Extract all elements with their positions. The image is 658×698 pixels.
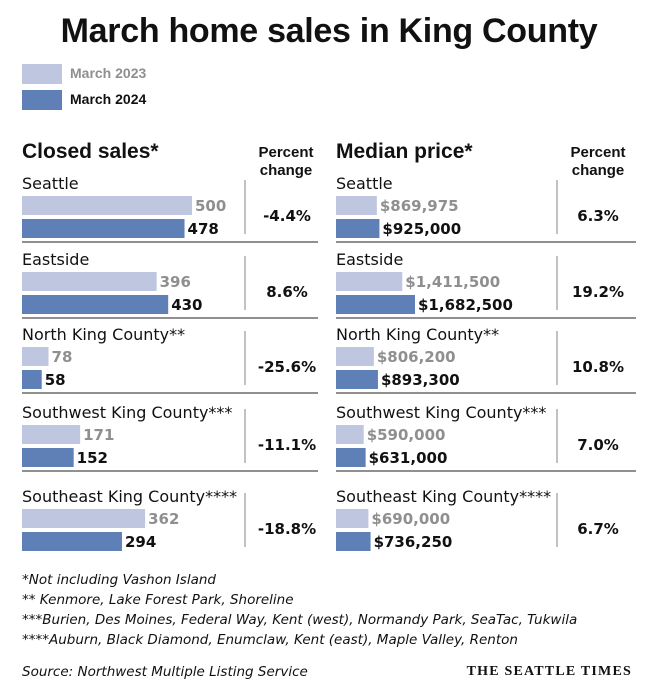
closed-sales-row-0-value-2024: 478 (188, 220, 219, 238)
closed-sales-row-0-bar-2024 (22, 219, 185, 238)
median-price-row-0-bar-2023 (336, 196, 377, 215)
median-price-row-4-bar-2023 (336, 509, 369, 528)
closed-sales-row-2-value-2024: 58 (45, 371, 66, 389)
source-note: Source: Northwest Multiple Listing Servi… (22, 664, 308, 680)
closed-sales-row-3-percent-change: -11.1% (258, 436, 316, 454)
legend-label-2024: March 2024 (70, 91, 147, 107)
closed-sales-percent-header: Percent change (258, 144, 314, 179)
median-price-row-0-value-2024: $925,000 (382, 220, 461, 238)
median-price-row-0-value-2023: $869,975 (380, 197, 459, 215)
closed-sales-row-1-value-2024: 430 (171, 296, 202, 314)
closed-sales-row-3-value-2024: 152 (77, 449, 108, 467)
bar-charts: Seattle 500 478 -4.4% Eastside 396 430 8.6% Nort… (22, 174, 636, 551)
footnote-4: ****Auburn, Black Diamond, Enumclaw, Ken… (22, 632, 518, 648)
closed-sales-row-4-value-2024: 294 (125, 533, 156, 551)
median-price-row-1-region-label: Eastside (336, 250, 403, 269)
closed-sales-row-3-region-label: Southwest King County*** (22, 403, 232, 422)
median-price-row-0-percent-change: 6.3% (577, 207, 619, 225)
closed-sales-row-0-bar-2023 (22, 196, 192, 215)
closed-sales-row-0-percent-change: -4.4% (263, 207, 311, 225)
closed-sales-row-0-value-2023: 500 (195, 197, 226, 215)
median-price-row-4-region-label: Southeast King County**** (336, 487, 551, 506)
closed-sales-row-4-percent-change: -18.8% (258, 520, 316, 538)
median-price-row-2-value-2024: $893,300 (381, 371, 460, 389)
legend-swatch-2024 (22, 90, 62, 110)
publisher-logo: THE SEATTLE TIMES (466, 664, 632, 679)
median-price-row-4-value-2023: $690,000 (371, 510, 450, 528)
legend-swatch-2023 (22, 64, 62, 84)
legend-label-2023: March 2023 (70, 65, 147, 81)
closed-sales-row-4-region-label: Southeast King County**** (22, 487, 237, 506)
median-price-row-3-bar-2023 (336, 425, 364, 444)
closed-sales-row-3-value-2023: 171 (83, 426, 114, 444)
closed-sales-row-2-bar-2024 (22, 370, 42, 389)
footnote-2: ** Kenmore, Lake Forest Park, Shoreline (22, 592, 294, 608)
closed-sales-row-1-bar-2023 (22, 272, 157, 291)
median-price-row-3-bar-2024 (336, 448, 366, 467)
closed-sales-row-1-region-label: Eastside (22, 250, 89, 269)
median-price-row-4-percent-change: 6.7% (577, 520, 619, 538)
closed-sales-row-4-bar-2024 (22, 532, 122, 551)
closed-sales-row-1-percent-change: 8.6% (266, 283, 308, 301)
closed-sales-heading: Closed sales* (22, 140, 159, 163)
median-price-row-3-value-2024: $631,000 (369, 449, 448, 467)
median-price-row-4-value-2024: $736,250 (374, 533, 453, 551)
median-price-row-0-region-label: Seattle (336, 174, 393, 193)
footnote-3: ***Burien, Des Moines, Federal Way, Kent… (22, 612, 578, 628)
chart-title: March home sales in King County (60, 12, 598, 50)
median-price-row-1-value-2024: $1,682,500 (418, 296, 513, 314)
median-price-row-2-bar-2024 (336, 370, 378, 389)
median-price-row-3-region-label: Southwest King County*** (336, 403, 546, 422)
median-price-row-2-region-label: North King County** (336, 325, 499, 344)
median-price-row-2-value-2023: $806,200 (377, 348, 456, 366)
median-price-row-1-bar-2023 (336, 272, 403, 291)
median-price-row-4-bar-2024 (336, 532, 371, 551)
closed-sales-row-1-bar-2024 (22, 295, 169, 314)
median-price-row-3-value-2023: $590,000 (367, 426, 446, 444)
median-price-row-1-value-2023: $1,411,500 (405, 273, 500, 291)
closed-sales-row-4-bar-2023 (22, 509, 146, 528)
median-price-row-3-percent-change: 7.0% (577, 436, 619, 454)
median-price-row-0-bar-2024 (336, 219, 380, 238)
median-price-row-1-percent-change: 19.2% (572, 283, 624, 301)
closed-sales-row-2-region-label: North King County** (22, 325, 185, 344)
median-price-row-1-bar-2024 (336, 295, 415, 314)
closed-sales-row-2-value-2023: 78 (52, 348, 73, 366)
closed-sales-row-3-bar-2023 (22, 425, 81, 444)
footnotes: *Not including Vashon Island ** Kenmore,… (22, 570, 577, 650)
footnote-1: *Not including Vashon Island (22, 572, 216, 588)
closed-sales-row-4-value-2023: 362 (148, 510, 179, 528)
closed-sales-row-2-percent-change: -25.6% (258, 358, 316, 376)
closed-sales-row-2-bar-2023 (22, 347, 49, 366)
median-price-heading: Median price* (336, 140, 473, 163)
closed-sales-row-1-value-2023: 396 (160, 273, 191, 291)
median-price-row-2-percent-change: 10.8% (572, 358, 624, 376)
closed-sales-row-0-region-label: Seattle (22, 174, 79, 193)
median-price-percent-header: Percent change (570, 144, 626, 179)
closed-sales-row-3-bar-2024 (22, 448, 74, 467)
median-price-row-2-bar-2023 (336, 347, 374, 366)
